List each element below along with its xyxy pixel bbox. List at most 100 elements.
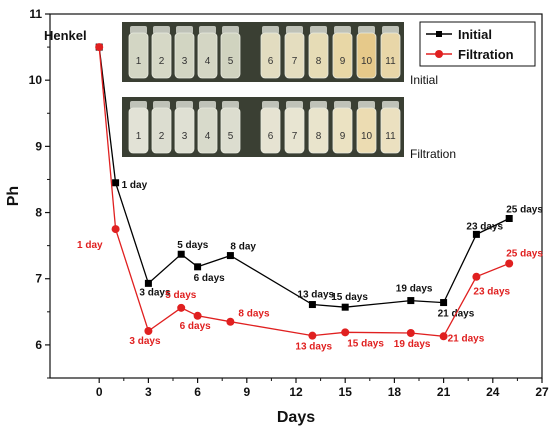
data-point-circle bbox=[111, 225, 120, 234]
vial bbox=[151, 107, 172, 154]
vial-cap bbox=[130, 101, 147, 109]
vial-cap bbox=[176, 101, 193, 109]
data-label: 19 days bbox=[396, 284, 433, 295]
data-point-circle bbox=[308, 331, 317, 340]
vial-number: 5 bbox=[228, 131, 234, 142]
data-label: 15 days bbox=[347, 338, 384, 349]
data-point-square bbox=[440, 299, 448, 307]
vial-number: 11 bbox=[385, 131, 396, 142]
data-point-square bbox=[407, 297, 415, 305]
data-label: 13 days bbox=[295, 342, 332, 353]
vial bbox=[380, 32, 401, 79]
vial bbox=[284, 107, 305, 154]
x-tick-label: 15 bbox=[339, 385, 353, 399]
y-tick-label: 10 bbox=[29, 73, 43, 87]
vial-cap bbox=[310, 26, 327, 34]
vial bbox=[174, 32, 195, 79]
x-tick-label: 6 bbox=[194, 385, 201, 399]
data-label: 5 days bbox=[165, 290, 197, 301]
x-tick-label: 3 bbox=[145, 385, 152, 399]
vial bbox=[380, 107, 401, 154]
y-tick-label: 6 bbox=[35, 338, 42, 352]
data-label: 25 days bbox=[506, 249, 543, 260]
data-point-square bbox=[308, 301, 316, 309]
vial-cap bbox=[130, 26, 147, 34]
vial bbox=[356, 107, 377, 154]
vial bbox=[197, 32, 218, 79]
vial bbox=[174, 107, 195, 154]
vial-cap bbox=[286, 26, 303, 34]
data-point-circle bbox=[177, 303, 186, 312]
vial-cap bbox=[334, 26, 351, 34]
data-label: 8 day bbox=[230, 242, 256, 253]
vial-number: 1 bbox=[136, 131, 142, 142]
vial-number: 5 bbox=[228, 56, 234, 67]
vial bbox=[260, 32, 281, 79]
photo-caption-filtration: Filtration bbox=[410, 147, 456, 161]
vial-number: 10 bbox=[361, 56, 373, 67]
vial-number: 4 bbox=[205, 131, 211, 142]
data-label: 23 days bbox=[473, 287, 510, 298]
y-tick-label: 8 bbox=[35, 206, 42, 220]
data-label: 15 days bbox=[331, 292, 368, 303]
photo-filtration: 1 2 3 4 5 6 7 8 9 10 11 bbox=[122, 97, 404, 157]
vial-number: 4 bbox=[205, 56, 211, 67]
vial-cap bbox=[310, 101, 327, 109]
data-point-square bbox=[341, 303, 349, 311]
vial bbox=[308, 107, 329, 154]
vial bbox=[128, 107, 149, 154]
legend-box bbox=[419, 21, 536, 67]
vial-photos: 1 2 3 4 5 6 7 8 9 10 11 Initial 1 2 3 4 5 6 7 8 9 10 11 Filtrat… bbox=[122, 22, 456, 161]
x-tick-label: 21 bbox=[437, 385, 451, 399]
y-axis-title: Ph bbox=[5, 186, 22, 206]
vial-number: 8 bbox=[316, 131, 322, 142]
vial-number: 9 bbox=[340, 131, 346, 142]
data-label: 13 days bbox=[297, 290, 334, 301]
vial-cap bbox=[153, 26, 170, 34]
data-label: 6 days bbox=[180, 321, 212, 332]
vial bbox=[220, 107, 241, 154]
x-tick-label: 24 bbox=[486, 385, 500, 399]
photo-caption-initial: Initial bbox=[410, 73, 438, 87]
data-point-circle bbox=[406, 328, 415, 337]
vial bbox=[332, 107, 353, 154]
vial-cap bbox=[286, 101, 303, 109]
vial-cap bbox=[358, 101, 375, 109]
vial-number: 8 bbox=[316, 56, 322, 67]
vial bbox=[151, 32, 172, 79]
legend-label-initial: Initial bbox=[458, 27, 492, 42]
vial bbox=[197, 107, 218, 154]
vial-cap bbox=[262, 26, 279, 34]
y-tick-label: 11 bbox=[29, 7, 42, 21]
x-axis-title: Days bbox=[277, 409, 315, 426]
data-point-circle bbox=[144, 327, 153, 336]
data-point-square bbox=[194, 263, 202, 271]
data-point-square bbox=[226, 252, 234, 260]
vial bbox=[308, 32, 329, 79]
vial-number: 2 bbox=[159, 131, 165, 142]
x-tick-label: 9 bbox=[243, 385, 250, 399]
data-point-square bbox=[112, 179, 120, 187]
data-label: 3 days bbox=[139, 287, 171, 298]
data-label: 1 day bbox=[122, 180, 148, 191]
data-label: 23 days bbox=[466, 221, 503, 232]
vial-cap bbox=[176, 26, 193, 34]
data-point-circle bbox=[226, 317, 235, 326]
legend: Initial Filtration bbox=[419, 21, 536, 67]
vial-cap bbox=[153, 101, 170, 109]
legend-label-filtration: Filtration bbox=[458, 47, 514, 62]
vial-number: 2 bbox=[159, 56, 165, 67]
data-point-square bbox=[505, 215, 513, 223]
vial-number: 10 bbox=[361, 131, 373, 142]
data-label: 19 days bbox=[394, 339, 431, 350]
data-point-circle bbox=[95, 43, 104, 52]
vial-cap bbox=[334, 101, 351, 109]
henkel-label: Henkel bbox=[44, 28, 87, 43]
vial-number: 11 bbox=[385, 56, 396, 67]
vial-number: 6 bbox=[268, 56, 274, 67]
vial-cap bbox=[382, 26, 399, 34]
